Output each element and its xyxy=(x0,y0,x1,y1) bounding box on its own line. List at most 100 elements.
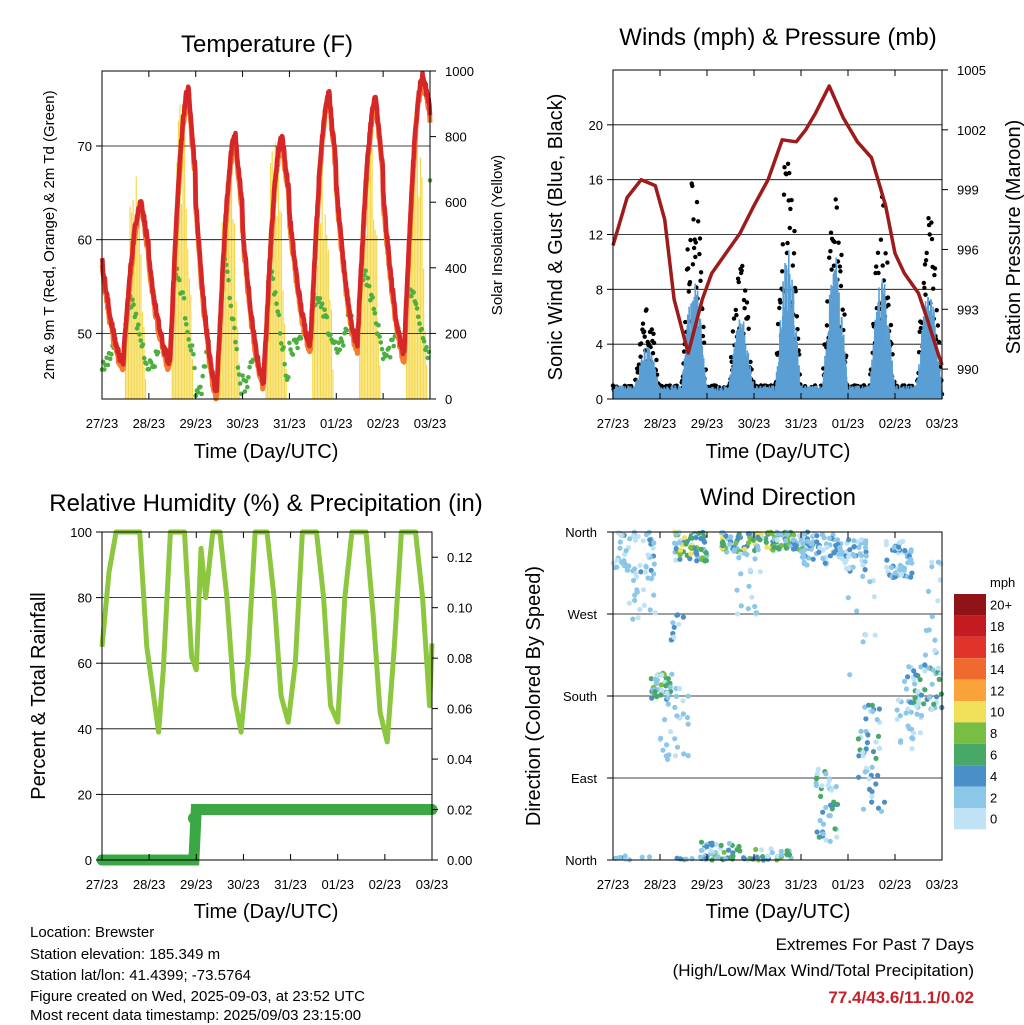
gust-point xyxy=(775,321,781,327)
dewpoint-point xyxy=(237,381,243,386)
dewpoint-point xyxy=(341,343,346,348)
gust-point xyxy=(781,192,787,197)
direction-point xyxy=(808,541,814,547)
direction-point xyxy=(614,564,620,570)
dewpoint-point xyxy=(184,322,189,327)
dewpoint-point xyxy=(298,335,304,341)
direction-point xyxy=(851,544,857,550)
direction-point xyxy=(911,730,917,736)
dewpoint-point xyxy=(295,345,300,351)
direction-point xyxy=(846,553,852,560)
humidity-xtick-label: 30/23 xyxy=(227,877,260,892)
direction-point xyxy=(935,665,942,671)
winds-xtick-label: 29/23 xyxy=(691,416,724,431)
dewpoint-point xyxy=(386,345,392,351)
direction-point xyxy=(906,725,912,732)
legend-swatch xyxy=(954,636,986,659)
gust-point xyxy=(696,219,701,224)
direction-point xyxy=(651,561,657,567)
gust-point xyxy=(825,299,830,304)
direction-point xyxy=(714,855,720,861)
direction-point xyxy=(872,632,878,638)
legend-swatch xyxy=(954,743,986,766)
direction-point xyxy=(733,540,739,546)
legend-title: mph xyxy=(990,575,1015,590)
legend-label: 2 xyxy=(990,790,997,805)
direction-point xyxy=(869,702,875,709)
direction-point xyxy=(753,846,759,853)
winds-ytick-label: 12 xyxy=(589,228,603,243)
direction-point xyxy=(799,554,806,560)
temperature-ytick-label: 60 xyxy=(78,233,92,248)
direction-point xyxy=(908,574,914,580)
direction-point xyxy=(664,690,670,696)
direction-point xyxy=(936,676,942,683)
dewpoint-point xyxy=(192,365,197,371)
gust-point xyxy=(828,230,834,235)
temp-2m-line xyxy=(99,70,433,394)
humidity-y2tick-label: 0.10 xyxy=(447,601,472,616)
winds-y2tick-label: 990 xyxy=(957,362,979,377)
direction-point xyxy=(847,672,853,678)
direction-point xyxy=(776,546,782,552)
direction-point xyxy=(677,556,683,562)
direction-point xyxy=(820,821,827,827)
direction-point xyxy=(878,808,885,814)
gust-point xyxy=(686,266,691,271)
direction-point xyxy=(846,565,852,572)
direction-point xyxy=(856,753,862,759)
temperature-panel: Temperature (F) 27/23 28/23 29/23 30/23 31/2… xyxy=(41,31,506,463)
direction-point xyxy=(860,749,866,756)
direction-point xyxy=(916,700,922,706)
legend-swatch xyxy=(954,722,986,744)
direction-point xyxy=(617,539,623,545)
direction-point xyxy=(922,668,928,674)
winds-xtick-label: 03/23 xyxy=(926,416,959,431)
direction-point xyxy=(798,549,805,555)
legend-swatch xyxy=(954,615,986,637)
dewpoint-point xyxy=(274,301,279,307)
direction-ytick-label: West xyxy=(568,607,598,622)
temperature-title: Temperature (F) xyxy=(181,31,353,58)
dewpoint-point xyxy=(425,355,431,361)
gust-point xyxy=(730,329,736,334)
direction-point xyxy=(814,539,820,545)
gust-point xyxy=(932,266,938,271)
direction-point xyxy=(938,671,944,677)
winds-ytick-label: 20 xyxy=(589,118,603,133)
dewpoint-point xyxy=(270,276,276,282)
direction-point xyxy=(674,531,680,537)
gust-point xyxy=(927,232,932,237)
dewpoint-point xyxy=(316,300,322,305)
humidity-y2tick-label: 0.04 xyxy=(447,752,472,767)
dewpoint-point xyxy=(228,303,234,309)
dewpoint-point xyxy=(424,345,429,350)
direction-point xyxy=(721,849,727,855)
direction-point xyxy=(745,606,751,612)
pressure-y2-axis-title: Station Pressure (Maroon) xyxy=(1003,120,1024,355)
direction-xtick-label: 02/23 xyxy=(879,877,912,892)
extremes-subtitle: (High/Low/Max Wind/Total Precipitation) xyxy=(672,961,974,980)
direction-point xyxy=(863,746,869,752)
gust-point xyxy=(828,249,833,254)
direction-point xyxy=(765,853,771,859)
direction-point xyxy=(783,545,790,551)
temperature-y2tick-label: 800 xyxy=(445,130,467,145)
direction-point xyxy=(640,538,646,544)
direction-point xyxy=(912,681,918,687)
gust-point xyxy=(685,247,690,252)
gust-point xyxy=(780,242,785,247)
direction-point xyxy=(912,695,918,701)
dewpoint-point xyxy=(332,339,338,345)
gust-point xyxy=(698,278,703,283)
dewpoint-point xyxy=(235,365,241,370)
dewpoint-point xyxy=(199,391,204,397)
humidity-xtick-label: 01/23 xyxy=(321,877,354,892)
dewpoint-point xyxy=(138,338,143,343)
dewpoint-point xyxy=(290,352,296,357)
direction-point xyxy=(685,693,691,699)
dewpoint-point xyxy=(234,346,239,352)
gust-point xyxy=(642,334,647,339)
direction-point xyxy=(648,576,655,582)
winds-xtick-label: 28/23 xyxy=(644,416,677,431)
